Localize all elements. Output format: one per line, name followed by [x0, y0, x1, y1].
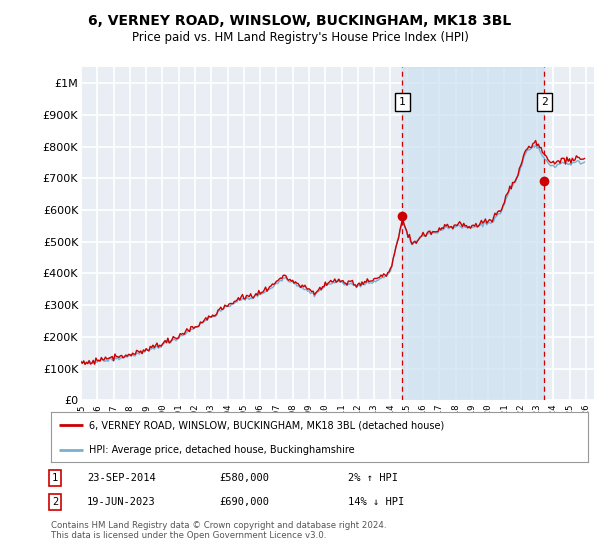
Text: Contains HM Land Registry data © Crown copyright and database right 2024.
This d: Contains HM Land Registry data © Crown c…	[51, 521, 386, 540]
Text: Price paid vs. HM Land Registry's House Price Index (HPI): Price paid vs. HM Land Registry's House …	[131, 31, 469, 44]
Text: £580,000: £580,000	[219, 473, 269, 483]
Bar	[403, 67, 544, 400]
Text: 1: 1	[399, 97, 406, 107]
Text: HPI: Average price, detached house, Buckinghamshire: HPI: Average price, detached house, Buck…	[89, 445, 354, 455]
Text: 6, VERNEY ROAD, WINSLOW, BUCKINGHAM, MK18 3BL (detached house): 6, VERNEY ROAD, WINSLOW, BUCKINGHAM, MK1…	[89, 420, 444, 430]
Text: 2: 2	[541, 97, 548, 107]
Text: 19-JUN-2023: 19-JUN-2023	[87, 497, 156, 507]
Text: 1: 1	[52, 473, 58, 483]
Text: 2: 2	[52, 497, 58, 507]
Text: 2% ↑ HPI: 2% ↑ HPI	[348, 473, 398, 483]
Text: £690,000: £690,000	[219, 497, 269, 507]
Text: 23-SEP-2014: 23-SEP-2014	[87, 473, 156, 483]
Text: 14% ↓ HPI: 14% ↓ HPI	[348, 497, 404, 507]
Text: 6, VERNEY ROAD, WINSLOW, BUCKINGHAM, MK18 3BL: 6, VERNEY ROAD, WINSLOW, BUCKINGHAM, MK1…	[88, 14, 512, 28]
